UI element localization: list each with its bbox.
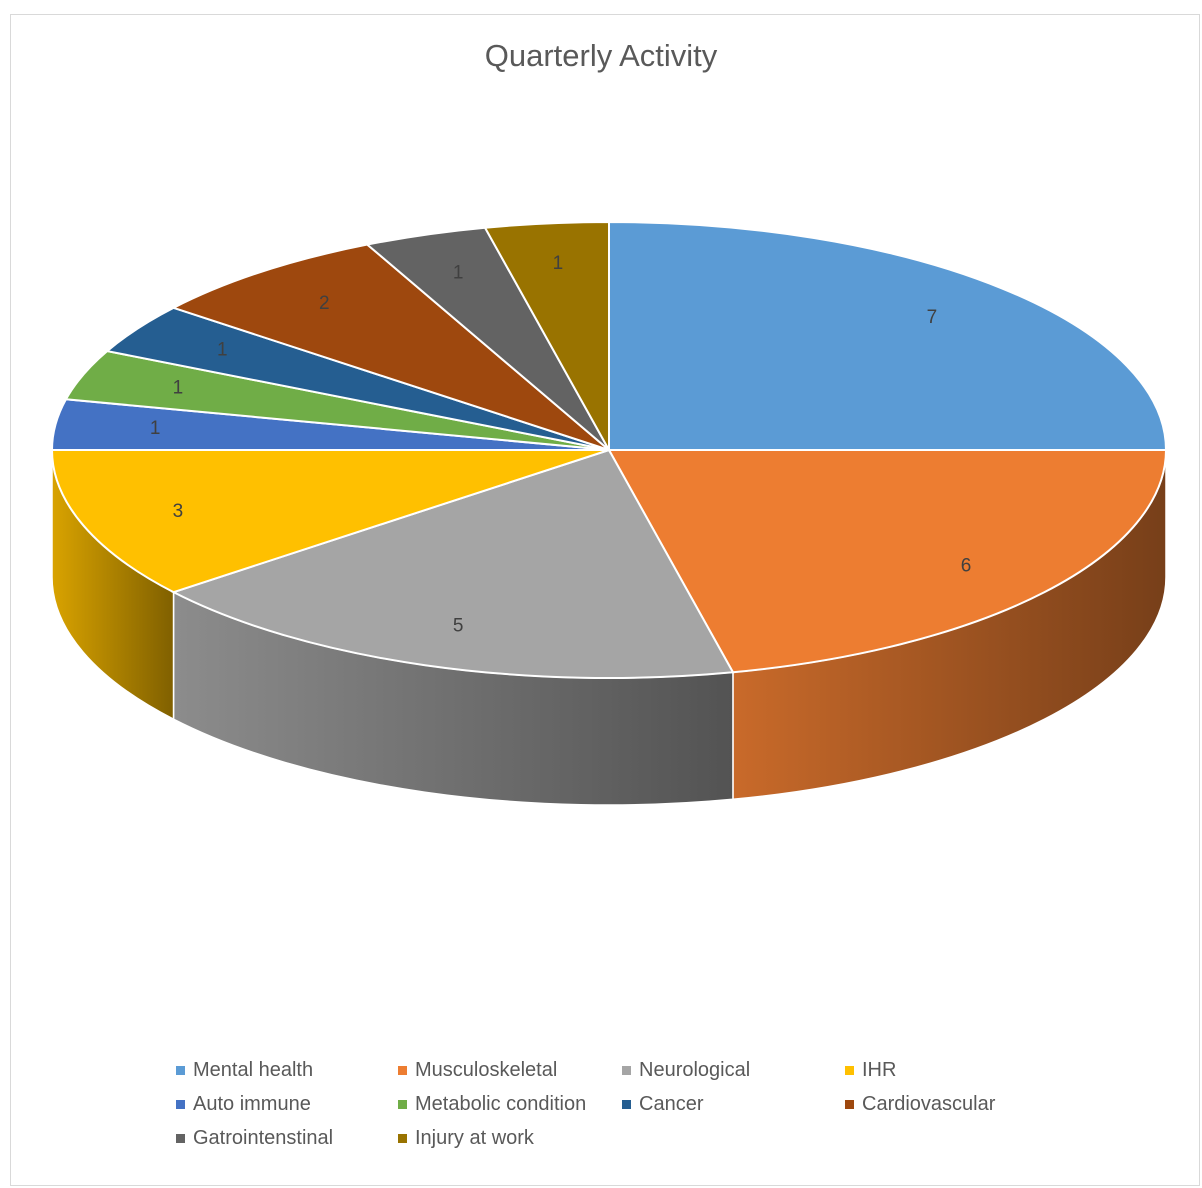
pie-slice-cardiovascular: [170, 243, 610, 451]
legend-swatch: [398, 1065, 407, 1075]
legend-item-cancer: Cancer: [622, 1087, 703, 1121]
pie-slice-neurological: [170, 448, 735, 679]
legend-label: Cardiovascular: [862, 1092, 996, 1115]
legend-item-metabolic-condition: Metabolic condition: [398, 1087, 586, 1121]
legend-swatch: [845, 1099, 854, 1109]
legend-item-ihr: IHR: [845, 1053, 896, 1087]
legend: Mental health Musculoskeletal Neurological…: [0, 1053, 1202, 1183]
legend-swatch: [845, 1065, 854, 1075]
data-label-neurological: 5: [453, 615, 464, 636]
data-label-cardiovascular: 2: [319, 293, 330, 314]
legend-label: Gatrointenstinal: [193, 1126, 334, 1149]
legend-label: Musculoskeletal: [415, 1058, 558, 1081]
data-label-injury-at-work: 1: [553, 253, 564, 274]
legend-item-mental-health: Mental health: [176, 1053, 313, 1087]
pie-side-walls: [51, 449, 1167, 806]
legend-label: IHR: [862, 1058, 897, 1081]
pie-slice-musculoskeletal: [607, 449, 1168, 674]
legend-item-neurological: Neurological: [622, 1053, 750, 1087]
legend-swatch: [398, 1099, 407, 1109]
legend-swatch: [622, 1099, 631, 1109]
data-label-metabolic-condition: 1: [173, 377, 184, 398]
legend-item-injury-at-work: Injury at work: [398, 1121, 534, 1155]
data-label-gatrointenstinal: 1: [453, 263, 464, 284]
legend-item-cardiovascular: Cardiovascular: [845, 1087, 995, 1121]
pie-slice-mental-health: [608, 220, 1168, 451]
legend-swatch: [176, 1133, 185, 1143]
pie-slice-ihr: [50, 449, 610, 594]
legend-swatch: [398, 1133, 407, 1143]
legend-swatch: [622, 1065, 631, 1075]
legend-label: Mental health: [193, 1058, 314, 1081]
legend-swatch: [176, 1065, 185, 1075]
legend-item-auto-immune: Auto immune: [176, 1087, 311, 1121]
legend-item-gatrointenstinal: Gatrointenstinal: [176, 1121, 333, 1155]
legend-label: Injury at work: [415, 1126, 534, 1149]
legend-label: Neurological: [639, 1058, 751, 1081]
data-label-cancer: 1: [217, 340, 228, 361]
legend-item-musculoskeletal: Musculoskeletal: [398, 1053, 557, 1087]
data-label-mental-health: 7: [927, 307, 938, 328]
chart-title: Quarterly Activity: [484, 38, 718, 73]
data-label-ihr: 3: [173, 501, 184, 522]
legend-label: Cancer: [639, 1092, 704, 1115]
data-label-auto-immune: 1: [150, 418, 161, 439]
legend-label: Metabolic condition: [415, 1092, 587, 1115]
data-label-musculoskeletal: 6: [961, 556, 972, 577]
pie-slice-injury-at-work: [483, 220, 610, 454]
legend-swatch: [176, 1099, 185, 1109]
legend-label: Auto immune: [193, 1092, 311, 1115]
